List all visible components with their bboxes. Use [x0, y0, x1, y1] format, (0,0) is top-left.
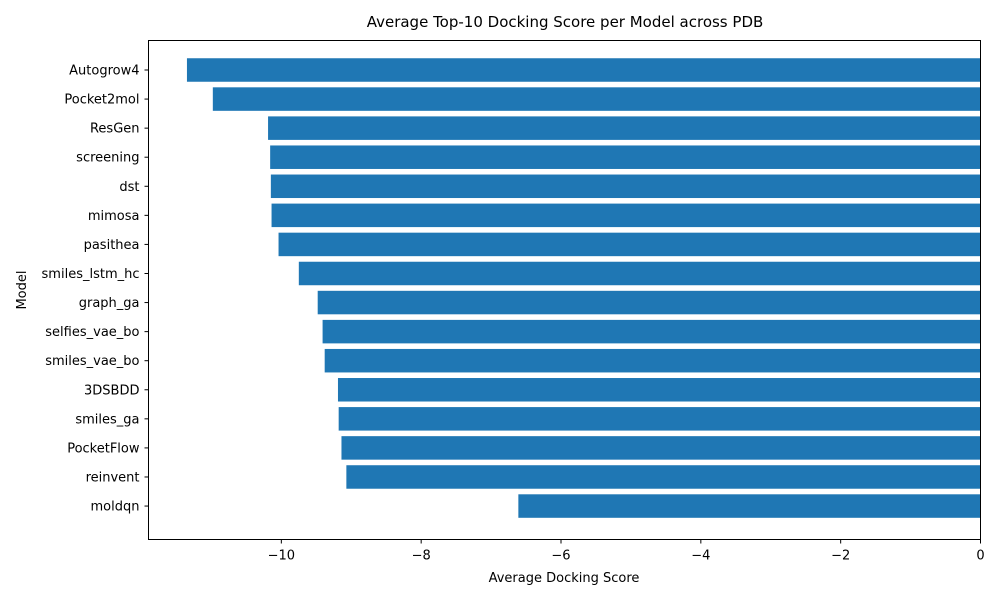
plot-frame [148, 40, 981, 540]
y-tick-label: smiles_vae_bo [45, 354, 139, 369]
y-tick-label: ResGen [90, 122, 140, 137]
x-axis: −10 −8 −6 −4 −2 0 [268, 539, 985, 564]
y-tick-label: dst [119, 180, 139, 195]
chart-title: Average Top-10 Docking Score per Model a… [367, 13, 764, 31]
bar-smiles_lstm_hc [298, 261, 981, 286]
bar-pasithea [278, 232, 981, 257]
y-tick-label: moldqn [91, 500, 140, 515]
x-tick-label: −6 [551, 549, 570, 564]
x-tick-label: −10 [268, 549, 295, 564]
x-tick-label: −4 [691, 549, 710, 564]
bar-smiles_ga [338, 407, 981, 431]
y-tick-label: Pocket2mol [64, 93, 139, 108]
bar-PocketFlow [341, 436, 981, 460]
bar-smiles_vae_bo [324, 348, 981, 373]
bar-3DSBDD [337, 378, 981, 402]
y-tick-label: pasithea [84, 238, 140, 253]
bar-ResGen [268, 116, 981, 140]
bar-Autogrow4 [186, 58, 981, 82]
y-tick-label: screening [76, 151, 139, 166]
y-tick-label: Autogrow4 [69, 64, 139, 79]
y-tick-label: graph_ga [79, 296, 140, 311]
bar-dst [270, 174, 981, 199]
bar-reinvent [346, 465, 981, 489]
y-axis-label: Model [15, 270, 30, 309]
y-tick-label: reinvent [86, 470, 140, 485]
y-axis: Autogrow4 Pocket2mol ResGen screening dst mim… [42, 64, 149, 515]
y-tick-label: PocketFlow [67, 441, 140, 456]
bar-screening [270, 145, 981, 169]
bar-selfies_vae_bo [322, 319, 981, 344]
y-tick-label: 3DSBDD [84, 383, 139, 398]
x-tick-label: 0 [976, 549, 984, 564]
bar-moldqn [518, 494, 981, 518]
bar-Pocket2mol [212, 87, 981, 111]
x-tick-label: −2 [831, 549, 850, 564]
bar-mimosa [271, 203, 981, 228]
bar-graph_ga [317, 290, 981, 315]
y-tick-label: mimosa [88, 209, 140, 224]
x-tick-label: −8 [412, 549, 431, 564]
y-tick-label: smiles_ga [75, 412, 139, 427]
bars-group [186, 58, 981, 518]
y-tick-label: smiles_lstm_hc [42, 267, 140, 282]
x-axis-label: Average Docking Score [489, 571, 640, 586]
y-tick-label: selfies_vae_bo [45, 325, 139, 340]
